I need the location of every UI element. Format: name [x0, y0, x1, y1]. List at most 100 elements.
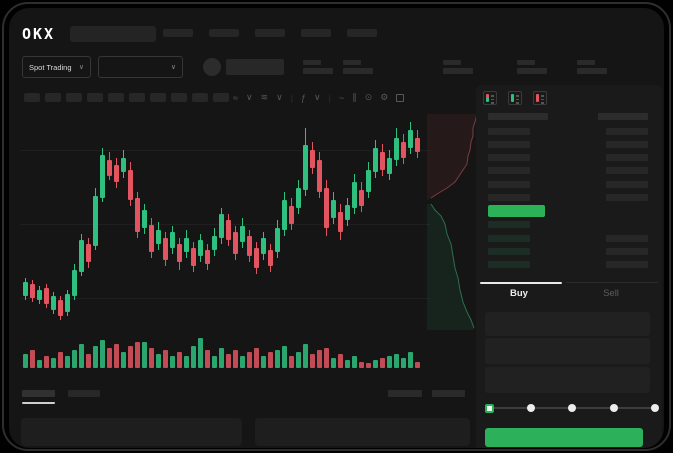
ticker-stat [443, 60, 473, 74]
bid-price-placeholder [488, 248, 530, 255]
brand-logo[interactable]: OKX [22, 25, 56, 43]
nav-item[interactable] [255, 29, 285, 37]
last-price-bar[interactable] [488, 205, 545, 217]
camera-icon[interactable]: ⊙ [364, 92, 373, 102]
buy-submit-button[interactable] [485, 428, 643, 447]
market-type-dropdown[interactable]: Spot Trading ∨ [22, 56, 91, 78]
separator: | [328, 92, 331, 103]
amount-slider[interactable] [485, 400, 659, 416]
buy-tab-indicator [480, 282, 562, 284]
slider-handle[interactable] [485, 403, 494, 413]
slider-stop[interactable] [651, 404, 659, 412]
bid-price-placeholder [488, 235, 530, 242]
ask-row[interactable] [476, 154, 662, 161]
tab-sell[interactable]: Sell [603, 288, 619, 299]
pair-name-placeholder[interactable] [226, 59, 284, 75]
volume-bar [65, 356, 70, 368]
candle-body [107, 160, 112, 176]
stat-value-placeholder [577, 68, 607, 74]
volume-bar [135, 342, 140, 368]
overlay-function-icon[interactable]: ƒ [301, 92, 307, 103]
candle-body [114, 165, 119, 182]
bottom-tab-active[interactable] [22, 390, 55, 397]
search-input[interactable] [70, 26, 156, 42]
candle-body [72, 270, 77, 296]
volume-bar [142, 342, 147, 368]
order-form-field[interactable] [485, 312, 650, 336]
bid-row[interactable] [476, 221, 662, 228]
candle-body [128, 170, 133, 200]
chevron-down-icon: ∨ [170, 63, 176, 71]
slider-stop[interactable] [568, 404, 576, 412]
timeframe-button[interactable] [66, 93, 82, 102]
fullscreen-icon[interactable] [396, 93, 405, 102]
volume-bar [324, 348, 329, 368]
candle-body [317, 160, 322, 192]
timeframe-button[interactable] [150, 93, 166, 102]
candlestick-chart[interactable] [20, 110, 430, 372]
chevron-down-icon[interactable]: ∨ [276, 92, 283, 102]
bottom-tab[interactable] [68, 390, 100, 397]
orderbook-combined-icon[interactable] [483, 91, 497, 105]
timeframe-button[interactable] [108, 93, 124, 102]
pair-selector-dropdown[interactable]: ∨ [98, 56, 183, 78]
volume-bar [121, 352, 126, 368]
nav-item[interactable] [209, 29, 239, 37]
candle-body [212, 236, 217, 250]
ask-row[interactable] [476, 128, 662, 135]
chevron-down-icon[interactable]: ∨ [314, 92, 321, 102]
ask-row[interactable] [476, 194, 662, 201]
orderbook-bids-icon[interactable] [508, 91, 522, 105]
ask-price-placeholder [488, 194, 530, 201]
volume-bar [156, 354, 161, 368]
bottom-action-button[interactable] [388, 390, 422, 397]
line-tool-icon[interactable]: ~ [338, 92, 345, 103]
timeframe-button[interactable] [45, 93, 61, 102]
candle-body [401, 142, 406, 158]
candle-body [86, 244, 91, 262]
candle-body [37, 290, 42, 300]
bid-row[interactable] [476, 261, 662, 268]
bid-row[interactable] [476, 248, 662, 255]
ask-amount-placeholder [606, 167, 648, 174]
nav-item[interactable] [347, 29, 377, 37]
timeframe-button[interactable] [24, 93, 40, 102]
amount-column-header [598, 113, 648, 120]
separator: | [290, 92, 294, 103]
nav-item[interactable] [163, 29, 193, 37]
orderbook-asks-icon[interactable] [533, 91, 547, 105]
ask-price-placeholder [488, 128, 530, 135]
ticker-stat [517, 60, 547, 74]
volume-bar [170, 356, 175, 368]
ask-row[interactable] [476, 141, 662, 148]
app-window: OKX Spot Trading ∨ ∨ ≈ ∨ ≋ ∨ | ƒ ∨ | ~ ∥ ⊙ ⚙ [9, 8, 664, 448]
bid-row[interactable] [476, 235, 662, 242]
price-column-header [488, 113, 548, 120]
candle-type-icon[interactable]: ≋ [260, 92, 269, 102]
measure-icon[interactable]: ∥ [352, 92, 357, 102]
indicators-wave-icon[interactable]: ≈ [233, 92, 238, 103]
order-form-field[interactable] [485, 338, 650, 364]
timeframe-button[interactable] [87, 93, 103, 102]
timeframe-button[interactable] [213, 93, 229, 102]
candle-body [149, 225, 154, 252]
timeframe-button[interactable] [171, 93, 187, 102]
order-form-field[interactable] [485, 367, 650, 393]
chevron-down-icon[interactable]: ∨ [245, 92, 253, 102]
volume-bar [352, 356, 357, 368]
slider-stop[interactable] [609, 404, 618, 412]
ask-row[interactable] [476, 167, 662, 174]
candle-body [268, 250, 273, 266]
volume-bar [149, 348, 154, 368]
timeframe-button[interactable] [129, 93, 145, 102]
volume-bar [30, 350, 35, 368]
tab-buy[interactable]: Buy [510, 288, 528, 299]
slider-stop[interactable] [526, 404, 535, 412]
settings-gear-icon[interactable]: ⚙ [380, 92, 389, 102]
bottom-action-button[interactable] [432, 390, 465, 397]
ask-row[interactable] [476, 181, 662, 188]
timeframe-button[interactable] [192, 93, 208, 102]
nav-item[interactable] [301, 29, 331, 37]
stat-label-placeholder [517, 60, 535, 65]
